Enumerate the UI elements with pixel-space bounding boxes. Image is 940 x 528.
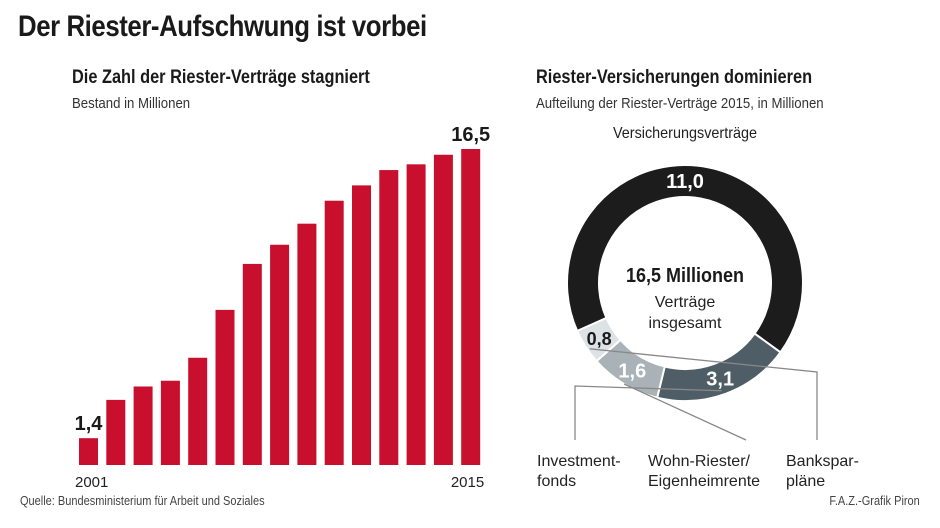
center-line-3: insgesamt	[649, 315, 722, 332]
center-total: 16,5 Millionen	[626, 265, 744, 287]
bar-2010	[324, 200, 344, 465]
bar-2005	[188, 357, 208, 465]
leader-line-wohn	[623, 383, 747, 441]
bar-2009	[297, 223, 317, 465]
bar-2007	[242, 263, 262, 465]
x-tick-last: 2015	[451, 474, 484, 491]
donut-slice-4	[575, 316, 622, 363]
slice-value-2: 3,1	[706, 369, 734, 391]
leader-line-investment	[574, 385, 722, 440]
slice-value-1: 11,0	[666, 171, 704, 193]
slice-label-3-line-1: Wohn-Riester/	[648, 453, 751, 470]
leader-line-bank	[589, 348, 818, 440]
slice-label-2-line-2: fonds	[537, 473, 576, 490]
donut-chart-heading: Riester-Versicherungen dominieren	[536, 67, 813, 88]
slice-value-4: 0,8	[587, 329, 612, 349]
credit-note: F.A.Z.-Grafik Piron	[829, 494, 920, 508]
slice-label-4-line-2: pläne	[786, 473, 825, 490]
slice-label-3-line-2: Eigenheimrente	[648, 473, 760, 490]
bar-2008	[270, 244, 290, 465]
bar-2003	[133, 386, 153, 465]
chart-title: Der Riester-Aufschwung ist vorbei	[18, 10, 427, 43]
bar-2012	[379, 170, 399, 466]
slice-label-1: Versicherungsverträge	[613, 124, 757, 142]
bar-2014	[433, 154, 453, 465]
slice-label-2-line-1: Investment-	[537, 453, 621, 470]
bar-chart-heading: Die Zahl der Riester-Verträge stagniert	[72, 67, 370, 88]
bar-2002	[106, 399, 126, 465]
x-tick-first: 2001	[75, 474, 108, 491]
bar-2011	[352, 185, 371, 465]
bar-2004	[160, 380, 180, 465]
slice-label-4-line-1: Bankspar-	[786, 453, 859, 470]
center-line-2: Verträge	[655, 294, 716, 311]
source-note: Quelle: Bundesministerium für Arbeit und…	[20, 494, 265, 508]
donut-chart-unit: Aufteilung der Riester-Verträge 2015, in…	[536, 95, 824, 112]
data-label-first: 1,4	[75, 413, 104, 435]
bar-2006	[215, 309, 235, 465]
bar-chart-unit: Bestand in Millionen	[72, 95, 191, 112]
data-label-last: 16,5	[451, 124, 490, 146]
donut-slice-1	[566, 164, 804, 354]
bar-2015	[461, 149, 481, 465]
bar-2013	[406, 164, 426, 465]
bar-2001	[79, 438, 98, 465]
slice-value-3: 1,6	[618, 360, 646, 382]
